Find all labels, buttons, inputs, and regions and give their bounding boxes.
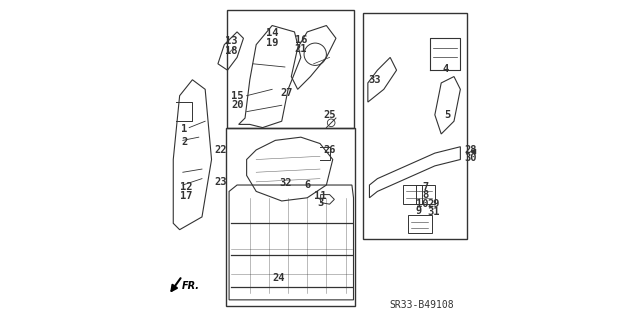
- Text: 13: 13: [225, 36, 237, 47]
- Text: 12: 12: [180, 182, 193, 192]
- Text: 9: 9: [415, 205, 421, 216]
- Text: 20: 20: [232, 100, 244, 110]
- Text: 24: 24: [272, 272, 285, 283]
- Text: 33: 33: [368, 75, 380, 85]
- Text: 28: 28: [464, 145, 477, 155]
- Text: 8: 8: [422, 189, 428, 200]
- Text: 5: 5: [444, 110, 451, 120]
- Text: 7: 7: [422, 182, 428, 192]
- Text: 25: 25: [323, 110, 336, 120]
- Text: 29: 29: [427, 199, 440, 209]
- Text: 10: 10: [416, 199, 428, 209]
- Text: 31: 31: [427, 207, 440, 217]
- Text: 30: 30: [464, 153, 477, 163]
- Text: 14: 14: [266, 28, 278, 39]
- Text: 16: 16: [294, 35, 307, 45]
- Text: SR33-B49108: SR33-B49108: [390, 300, 454, 310]
- Text: 3: 3: [317, 197, 324, 208]
- Text: 22: 22: [214, 145, 227, 155]
- Text: 27: 27: [280, 87, 292, 98]
- Text: 18: 18: [225, 46, 237, 56]
- Text: 32: 32: [280, 178, 292, 189]
- Text: 21: 21: [294, 44, 307, 55]
- Text: 23: 23: [214, 177, 227, 187]
- Text: 17: 17: [180, 191, 193, 201]
- Text: 2: 2: [181, 137, 188, 147]
- Text: 1: 1: [181, 124, 188, 134]
- Text: 6: 6: [304, 180, 310, 190]
- Text: 26: 26: [323, 145, 336, 155]
- Text: FR.: FR.: [182, 281, 200, 291]
- Text: 19: 19: [266, 38, 278, 48]
- Text: 15: 15: [232, 91, 244, 101]
- Text: 11: 11: [314, 191, 327, 201]
- Text: 4: 4: [443, 63, 449, 74]
